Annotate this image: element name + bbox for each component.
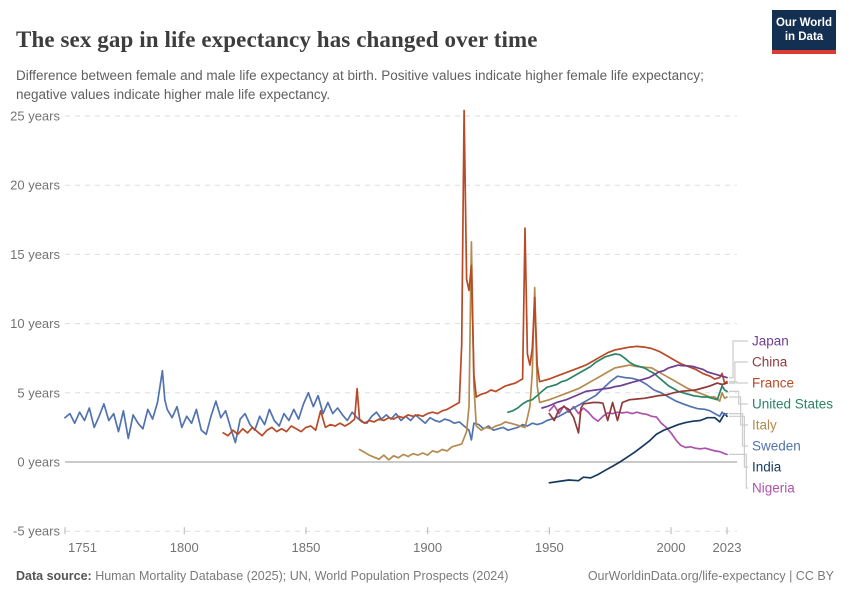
data-source-label: Data source:: [16, 569, 92, 583]
x-tick-label-1900: 1900: [413, 540, 442, 555]
y-tick-label-10: 10 years: [10, 316, 60, 331]
owid-logo-line1: Our World: [775, 16, 832, 29]
legend-connector-india: [729, 415, 748, 468]
legend-label-japan[interactable]: Japan: [752, 334, 789, 349]
series-line-france[interactable]: [222, 109, 728, 437]
series-line-nigeria[interactable]: [548, 404, 728, 456]
x-tick-label-1800: 1800: [170, 540, 199, 555]
y-tick-label-20: 20 years: [10, 178, 60, 193]
series-line-india[interactable]: [548, 412, 728, 484]
legend-label-india[interactable]: India: [752, 460, 782, 475]
legend-label-france[interactable]: France: [752, 376, 794, 391]
chart-footer: Data source: Human Mortality Database (2…: [16, 569, 834, 583]
x-tick-label-1850: 1850: [291, 540, 320, 555]
chart-subtitle: Difference between female and male life …: [16, 67, 704, 103]
y-tick-label-25: 25 years: [10, 109, 60, 124]
series-line-sweden[interactable]: [64, 369, 728, 444]
series-line-united-states[interactable]: [507, 353, 728, 414]
owid-link[interactable]: OurWorldinData.org/life-expectancy | CC …: [587, 569, 834, 583]
legend-connector-japan: [729, 340, 748, 379]
series-line-italy[interactable]: [358, 241, 728, 461]
legend-label-italy[interactable]: Italy: [752, 418, 777, 433]
y-tick-label-15: 15 years: [10, 247, 60, 262]
x-tick-label-2023: 2023: [713, 540, 742, 555]
legend-connector-nigeria: [729, 453, 748, 489]
legend-label-china[interactable]: China: [752, 355, 788, 370]
y-tick-label-5: 5 years: [17, 385, 60, 400]
legend-connector-china: [729, 361, 748, 384]
data-source-text: Human Mortality Database (2025); UN, Wor…: [91, 569, 509, 583]
x-tick-label-1950: 1950: [535, 540, 564, 555]
owid-logo[interactable]: Our World in Data: [772, 10, 836, 54]
legend-label-nigeria[interactable]: Nigeria: [752, 481, 795, 496]
legend-label-sweden[interactable]: Sweden: [752, 439, 801, 454]
y-tick-label--5: -5 years: [13, 524, 60, 539]
legend-label-united-states[interactable]: United States: [752, 397, 833, 412]
x-tick-label-1751: 1751: [68, 540, 97, 555]
chart-title: The sex gap in life expectancy has chang…: [16, 27, 538, 53]
series-line-japan[interactable]: [541, 364, 728, 409]
legend-connector-sweden: [729, 413, 748, 447]
series-line-china[interactable]: [548, 382, 728, 434]
legend-connector-united-states: [729, 390, 748, 405]
y-tick-label-0: 0 years: [17, 455, 60, 470]
x-tick-label-2000: 2000: [657, 540, 686, 555]
data-source-note: Data source: Human Mortality Database (2…: [16, 569, 508, 583]
owid-logo-line2: in Data: [784, 31, 824, 43]
legend-connector-france: [729, 381, 748, 384]
